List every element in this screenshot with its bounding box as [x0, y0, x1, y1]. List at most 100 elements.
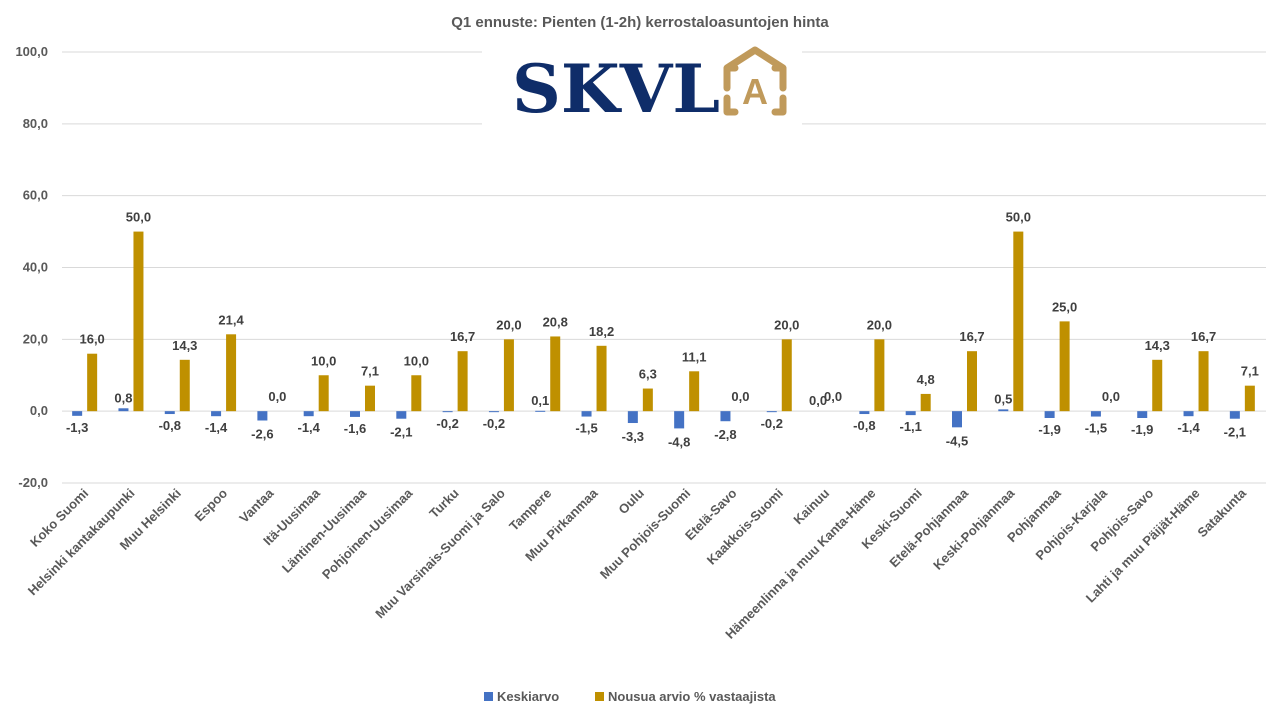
- legend-swatch-nousua: [595, 692, 604, 701]
- bar-nousua: [503, 339, 514, 412]
- bar-nousua: [411, 375, 422, 412]
- x-tick-label: Etelä-Pohjanmaa: [886, 485, 971, 570]
- bar-keskiarvo: [257, 411, 268, 421]
- data-label-nousua: 0,0: [824, 389, 842, 404]
- bar-nousua: [1244, 385, 1255, 412]
- x-tick-label: Vantaa: [236, 485, 277, 526]
- logo-icon-letter: A: [742, 71, 768, 112]
- x-tick-label: Satakunta: [1194, 485, 1249, 540]
- data-label-nousua: 11,1: [682, 349, 707, 364]
- data-label-nousua: 50,0: [1006, 210, 1031, 225]
- data-label-nousua: 20,0: [496, 317, 521, 332]
- bar-nousua: [318, 375, 329, 412]
- legend: Keskiarvo Nousua arvio % vastaajista: [484, 689, 776, 704]
- bar-keskiarvo: [1137, 411, 1148, 418]
- data-label-keskiarvo: -0,2: [761, 416, 783, 431]
- bar-nousua: [642, 388, 653, 412]
- bar-keskiarvo: [1183, 411, 1194, 417]
- skvl-logo: SKVL A: [482, 44, 802, 128]
- y-tick-label: 80,0: [23, 116, 48, 131]
- data-label-nousua: 16,7: [1191, 329, 1216, 344]
- data-label-keskiarvo: 0,0: [809, 393, 827, 408]
- bars: [72, 231, 1255, 429]
- data-label-keskiarvo: -2,1: [1224, 425, 1246, 440]
- x-tick-label: Keski-Pohjanmaa: [930, 485, 1018, 573]
- bar-keskiarvo: [674, 411, 685, 429]
- x-tick-label: Läntinen-Uusimaa: [279, 485, 370, 576]
- bar-keskiarvo: [396, 411, 407, 419]
- bar-keskiarvo: [952, 411, 962, 428]
- bar-nousua: [1059, 321, 1070, 412]
- data-label-nousua: 20,0: [867, 317, 892, 332]
- bar-keskiarvo: [720, 411, 731, 422]
- legend-label-nousua: Nousua arvio % vastaajista: [608, 689, 776, 704]
- bar-keskiarvo: [488, 411, 499, 413]
- bar-keskiarvo: [1090, 411, 1101, 417]
- bar-keskiarvo: [211, 411, 222, 417]
- data-label-nousua: 0,0: [731, 389, 749, 404]
- bar-keskiarvo: [766, 411, 777, 413]
- house-a-icon: A: [723, 46, 787, 116]
- bar-nousua: [781, 339, 792, 412]
- bar-nousua: [179, 359, 190, 412]
- bar-nousua: [133, 231, 144, 412]
- x-tick-label: Muu Pohjois-Suomi: [597, 486, 693, 582]
- legend-item-keskiarvo[interactable]: Keskiarvo: [484, 689, 559, 704]
- x-tick-label: Turku: [426, 485, 462, 521]
- bar-nousua: [689, 371, 700, 412]
- bar-nousua: [226, 334, 237, 412]
- data-label-nousua: 20,0: [774, 317, 799, 332]
- bar-keskiarvo: [998, 409, 1009, 412]
- data-label-nousua: 16,0: [79, 332, 104, 347]
- data-label-keskiarvo: 0,5: [994, 391, 1012, 406]
- data-label-keskiarvo: -1,9: [1131, 422, 1153, 437]
- x-tick-label: Kainuu: [790, 485, 832, 527]
- bar-keskiarvo: [350, 411, 360, 417]
- data-label-nousua: 7,1: [1241, 364, 1259, 379]
- legend-label-keskiarvo: Keskiarvo: [497, 689, 559, 704]
- bar-nousua: [1152, 359, 1163, 412]
- data-labels: -1,3 16,0 0,8 50,0 -0,8 14,3 -1,4 21,4 -2,6 0,0 -1…: [66, 210, 1259, 450]
- data-label-nousua: 50,0: [126, 210, 151, 225]
- bar-nousua: [874, 339, 885, 412]
- legend-item-nousua[interactable]: Nousua arvio % vastaajista: [595, 689, 776, 704]
- bar-nousua: [1013, 231, 1024, 412]
- data-label-keskiarvo: -1,3: [66, 420, 88, 435]
- data-label-keskiarvo: -1,4: [297, 420, 320, 435]
- bar-keskiarvo: [627, 411, 638, 424]
- data-label-keskiarvo: -1,4: [1177, 420, 1200, 435]
- data-label-nousua: 14,3: [1145, 338, 1170, 353]
- data-label-nousua: 10,0: [404, 353, 429, 368]
- data-label-keskiarvo: -0,2: [483, 416, 505, 431]
- bar-nousua: [920, 393, 931, 412]
- y-tick-label: -20,0: [18, 475, 48, 490]
- data-label-nousua: 14,3: [172, 338, 197, 353]
- legend-swatch-keskiarvo: [484, 692, 493, 701]
- bar-nousua: [365, 385, 375, 412]
- y-tick-label: 100,0: [15, 44, 48, 59]
- data-label-nousua: 21,4: [218, 312, 244, 327]
- data-label-keskiarvo: -4,8: [668, 434, 690, 449]
- data-label-keskiarvo: -1,6: [344, 421, 366, 436]
- data-label-nousua: 16,7: [450, 329, 475, 344]
- data-label-keskiarvo: -2,6: [251, 427, 273, 442]
- data-label-keskiarvo: -1,1: [899, 419, 921, 434]
- bar-keskiarvo: [859, 411, 870, 415]
- y-axis: -20,0 0,0 20,0 40,0 60,0 80,0 100,0: [15, 44, 48, 490]
- bar-keskiarvo: [535, 410, 546, 412]
- bar-keskiarvo: [72, 411, 83, 416]
- bar-nousua: [87, 353, 98, 412]
- y-tick-label: 60,0: [23, 188, 48, 203]
- data-label-keskiarvo: -2,8: [714, 427, 736, 442]
- bar-keskiarvo: [581, 411, 592, 417]
- data-label-nousua: 20,8: [543, 314, 568, 329]
- data-label-nousua: 25,0: [1052, 299, 1077, 314]
- data-label-nousua: 0,0: [1102, 389, 1120, 404]
- x-tick-label: Tampere: [506, 486, 554, 534]
- data-label-nousua: 0,0: [268, 389, 286, 404]
- data-label-keskiarvo: -1,5: [575, 421, 597, 436]
- bar-nousua: [596, 345, 607, 412]
- data-label-nousua: 18,2: [589, 324, 614, 339]
